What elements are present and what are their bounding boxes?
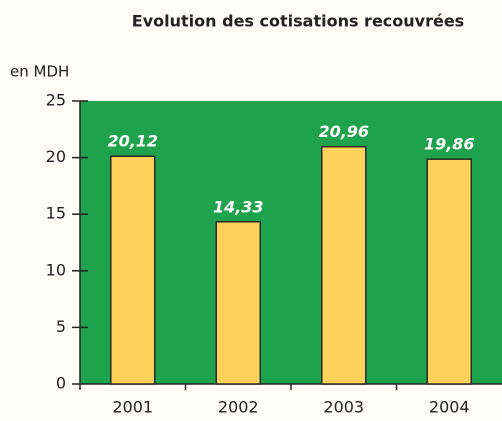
bar bbox=[426, 158, 472, 385]
bar bbox=[110, 155, 156, 385]
x-tick-label: 2003 bbox=[323, 398, 364, 417]
y-tick-label: 20 bbox=[46, 147, 66, 166]
data-label: 20,96 bbox=[318, 122, 369, 141]
y-axis-label: en MDH bbox=[10, 63, 69, 81]
x-tick-label: 2001 bbox=[112, 398, 153, 417]
y-tick-label: 10 bbox=[46, 260, 66, 279]
chart-title: Evolution des cotisations recouvrées bbox=[132, 12, 464, 31]
y-tick-label: 0 bbox=[56, 374, 66, 393]
data-label: 14,33 bbox=[213, 197, 264, 216]
y-tick-label: 15 bbox=[46, 204, 66, 223]
x-tick-label: 2004 bbox=[429, 398, 470, 417]
x-tick-label: 2002 bbox=[218, 398, 259, 417]
y-tick-label: 25 bbox=[46, 91, 66, 110]
bar bbox=[215, 221, 261, 385]
y-tick-label: 5 bbox=[56, 317, 66, 336]
bar bbox=[321, 145, 367, 385]
data-label: 20,12 bbox=[107, 132, 158, 151]
data-label: 19,86 bbox=[424, 135, 475, 154]
